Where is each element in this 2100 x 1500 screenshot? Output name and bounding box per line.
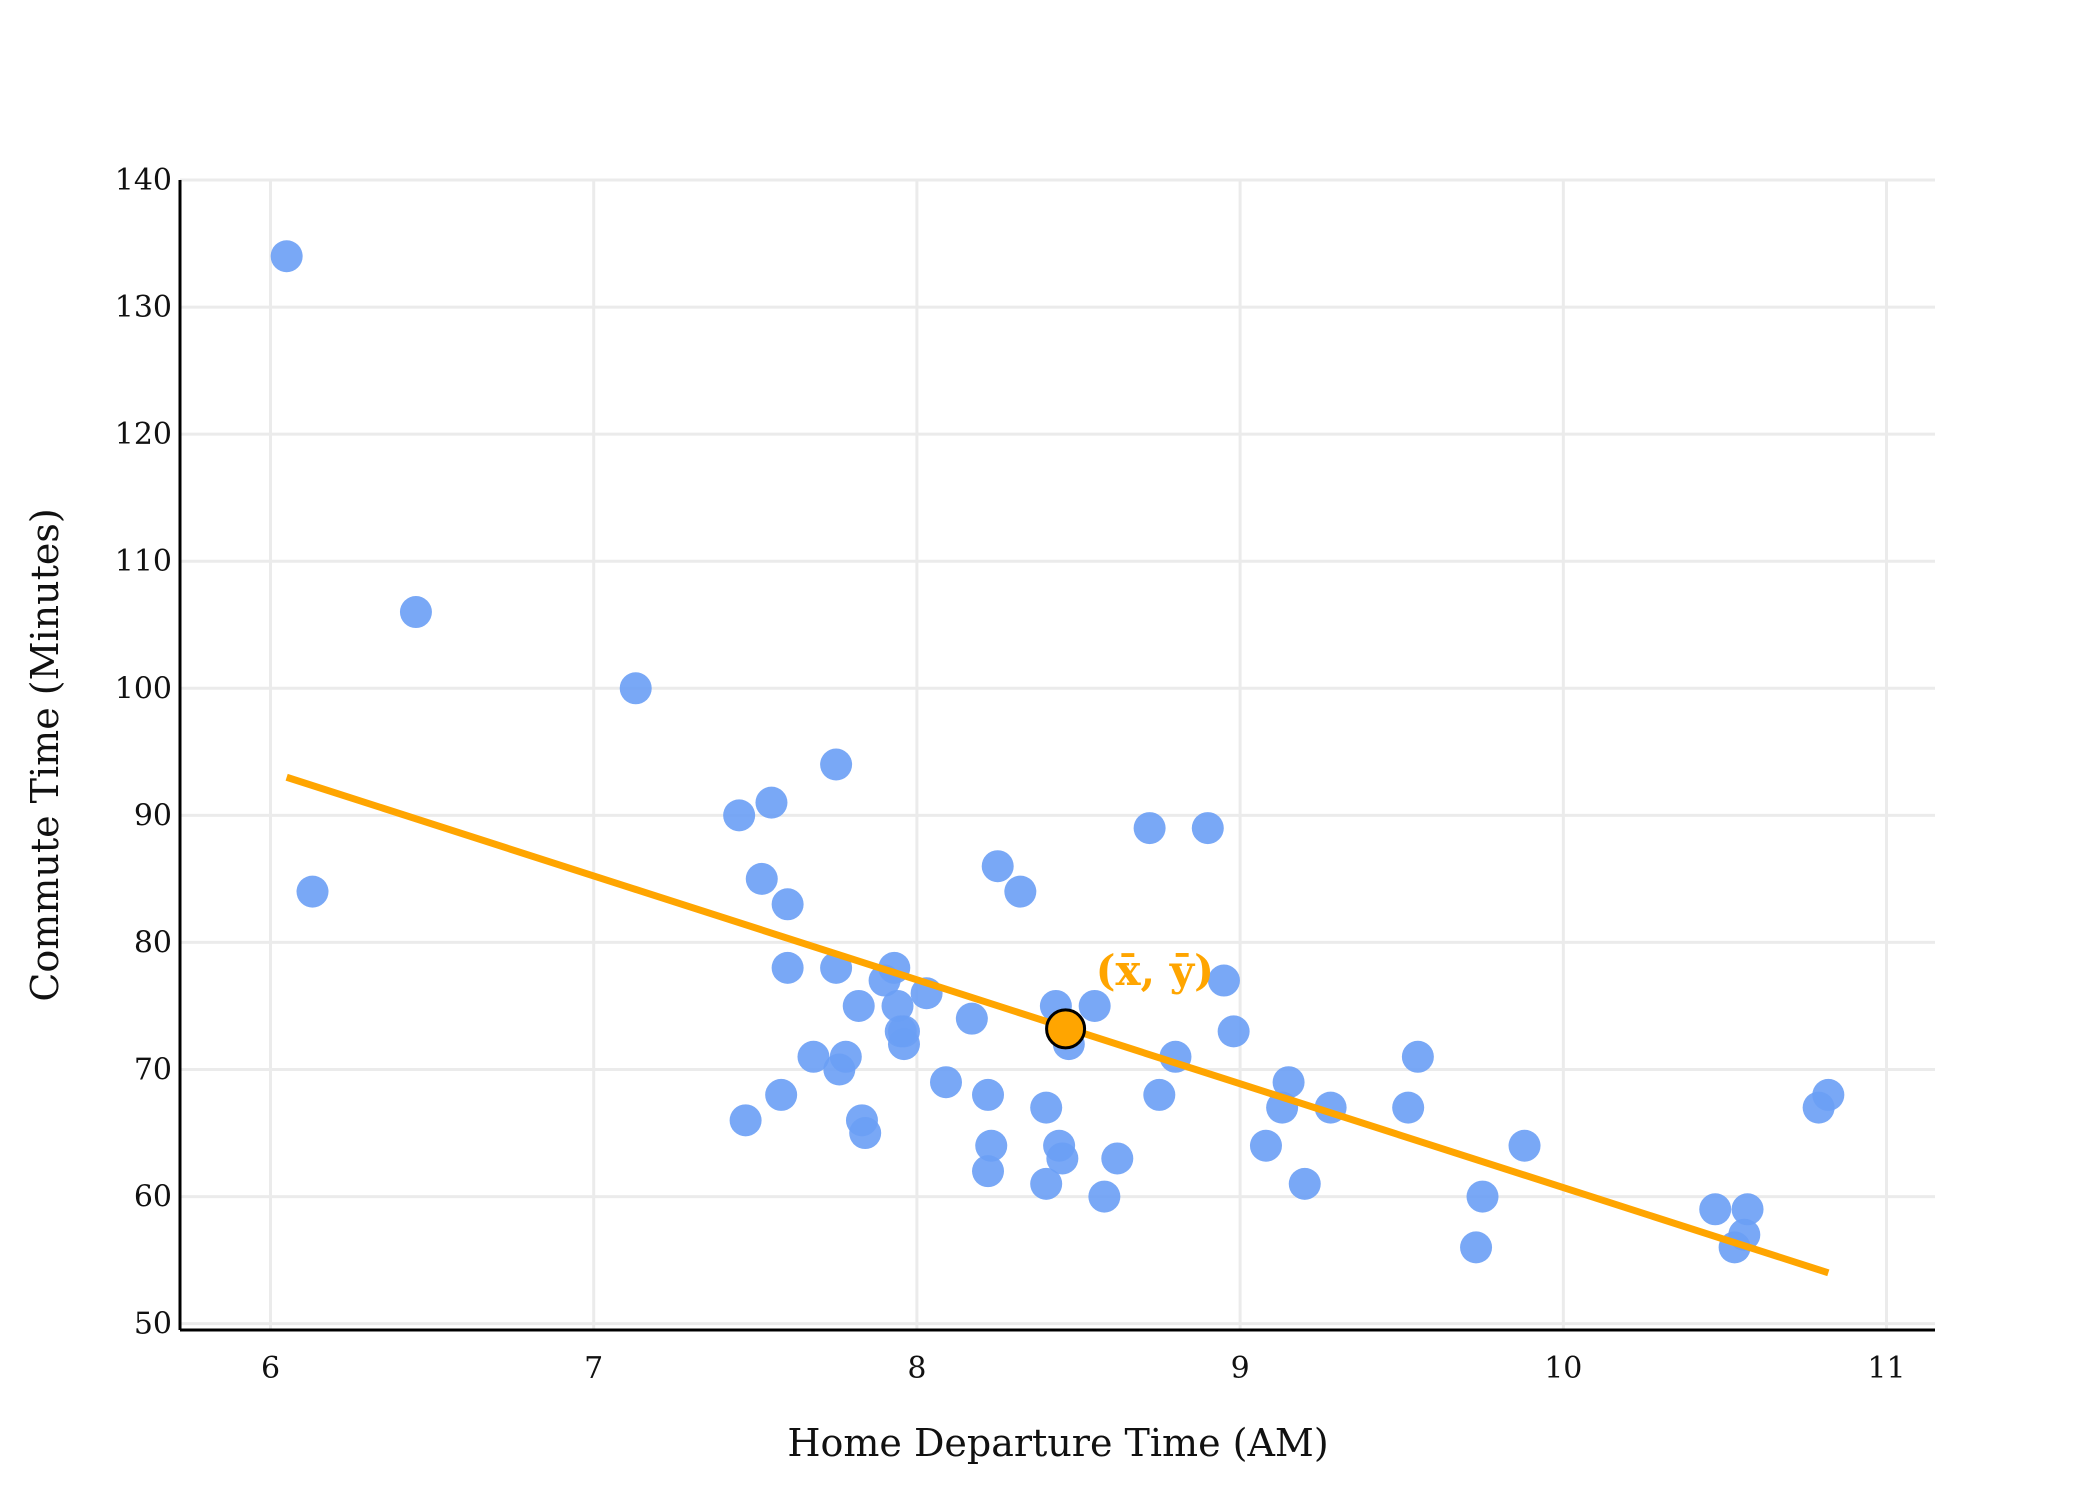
scatter-point	[1466, 1180, 1499, 1213]
scatter-point	[1508, 1129, 1541, 1162]
scatter-point	[1030, 1167, 1063, 1200]
scatter-point	[1143, 1078, 1176, 1111]
scatter-point	[1207, 964, 1240, 997]
y-tick-label: 120	[115, 417, 172, 452]
scatter-point	[1699, 1193, 1732, 1226]
scatter-point	[929, 1066, 962, 1099]
scatter-point	[1731, 1193, 1764, 1226]
scatter-point	[1004, 875, 1037, 908]
y-tick-label: 80	[134, 925, 172, 960]
scatter-point	[955, 1002, 988, 1035]
y-tick-label: 70	[134, 1053, 172, 1088]
scatter-point	[399, 596, 432, 629]
y-tick-label: 90	[134, 798, 172, 833]
scatter-point	[270, 240, 303, 273]
scatter-point	[619, 672, 652, 705]
mean-point-group: (x̄, ȳ)	[1045, 946, 1214, 1050]
scatter-point	[1133, 812, 1166, 845]
scatter-point	[887, 1015, 920, 1048]
data-points	[270, 240, 1845, 1264]
y-tick-label: 130	[115, 290, 172, 325]
scatter-point	[1217, 1015, 1250, 1048]
scatter-point	[797, 1040, 830, 1073]
scatter-point	[820, 748, 853, 781]
scatter-point	[771, 888, 804, 921]
scatter-point	[1191, 812, 1224, 845]
x-tick-label: 8	[907, 1351, 926, 1386]
y-tick-label: 50	[134, 1307, 172, 1342]
grid-lines	[180, 178, 1935, 1330]
x-tick-label: 7	[584, 1351, 603, 1386]
mean-point	[1045, 1008, 1087, 1050]
scatter-point	[765, 1078, 798, 1111]
scatter-point	[1401, 1040, 1434, 1073]
scatter-point	[771, 951, 804, 984]
scatter-point	[829, 1040, 862, 1073]
x-tick-label: 11	[1867, 1351, 1905, 1386]
x-axis-title: Home Departure Time (AM)	[787, 1421, 1328, 1465]
scatter-point	[729, 1104, 762, 1137]
x-tick-label: 10	[1544, 1351, 1582, 1386]
y-tick-label: 100	[115, 671, 172, 706]
scatter-point	[849, 1117, 882, 1150]
scatter-point	[755, 786, 788, 819]
scatter-point	[745, 862, 778, 895]
y-tick-label: 140	[115, 163, 172, 198]
scatter-point	[1088, 1180, 1121, 1213]
scatter-point	[972, 1078, 1005, 1111]
scatter-point	[975, 1129, 1008, 1162]
scatter-point	[1812, 1078, 1845, 1111]
scatter-point	[723, 799, 756, 832]
scatter-point	[1392, 1091, 1425, 1124]
scatter-point	[1249, 1129, 1282, 1162]
scatter-point	[296, 875, 329, 908]
scatter-point	[972, 1155, 1005, 1188]
scatter-point	[881, 989, 914, 1022]
y-tick-label: 60	[134, 1180, 172, 1215]
tick-labels: 6 7 8 9 10 11 50 60 70 80 90 100 110 120 130 140	[115, 163, 1906, 1386]
x-tick-label: 6	[261, 1351, 280, 1386]
scatter-point	[1101, 1142, 1134, 1175]
mean-point-label: (x̄, ȳ)	[1096, 946, 1214, 995]
scatter-point	[1030, 1091, 1063, 1124]
scatter-point	[1078, 989, 1111, 1022]
scatter-point	[1460, 1231, 1493, 1264]
y-tick-label: 110	[115, 544, 172, 579]
y-axis-title: Commute Time (Minutes)	[23, 508, 67, 1001]
scatter-point	[1046, 1142, 1079, 1175]
scatter-point	[981, 850, 1014, 883]
axes	[178, 180, 1935, 1332]
scatter-point	[842, 989, 875, 1022]
x-tick-label: 9	[1231, 1351, 1250, 1386]
scatter-point	[1288, 1167, 1321, 1200]
scatter-point	[1272, 1066, 1305, 1099]
